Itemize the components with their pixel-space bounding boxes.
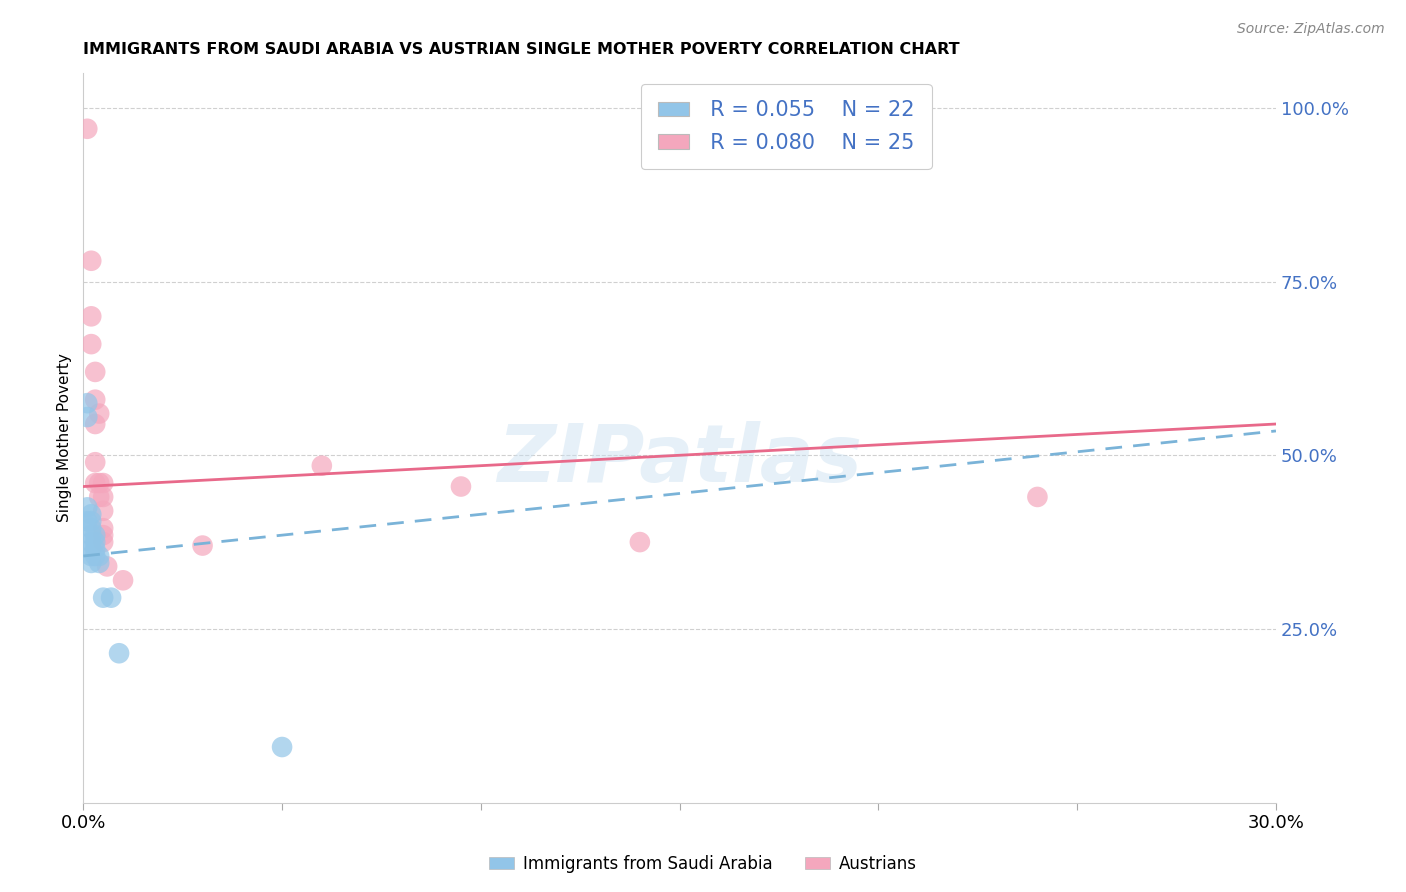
Point [191,539,214,553]
Point [91,490,114,504]
Point [100,591,122,605]
Legend: Immigrants from Saudi Arabia, Austrians: Immigrants from Saudi Arabia, Austrians [482,848,924,880]
Point [80,549,103,563]
Point [84,455,107,469]
Point [84,417,107,431]
Text: ZIPatlas: ZIPatlas [498,421,862,499]
Point [80,535,103,549]
Point [84,528,107,542]
Point [80,508,103,522]
Point [76,500,98,515]
Point [80,556,103,570]
Point [271,739,294,754]
Point [76,514,98,528]
Point [91,521,114,535]
Point [91,528,114,542]
Point [80,253,103,268]
Point [91,591,114,605]
Point [80,514,103,528]
Point [84,549,107,563]
Point [89,549,111,563]
Point [80,337,103,351]
Point [89,407,111,421]
Point [91,504,114,518]
Point [84,535,107,549]
Point [450,479,472,493]
Point [80,310,103,324]
Point [89,556,111,570]
Point [89,476,111,491]
Point [91,476,114,491]
Point [91,535,114,549]
Point [84,392,107,407]
Point [1026,490,1049,504]
Point [108,646,131,660]
Point [96,559,118,574]
Legend:   R = 0.055    N = 22,   R = 0.080    N = 25: R = 0.055 N = 22, R = 0.080 N = 25 [641,84,932,169]
Point [84,476,107,491]
Point [80,542,103,557]
Point [112,574,135,588]
Point [628,535,651,549]
Point [80,528,103,542]
Point [84,542,107,557]
Point [76,396,98,410]
Text: Source: ZipAtlas.com: Source: ZipAtlas.com [1237,22,1385,37]
Point [80,521,103,535]
Point [84,365,107,379]
Point [76,121,98,136]
Text: IMMIGRANTS FROM SAUDI ARABIA VS AUSTRIAN SINGLE MOTHER POVERTY CORRELATION CHART: IMMIGRANTS FROM SAUDI ARABIA VS AUSTRIAN… [83,42,960,57]
Point [311,458,333,473]
Point [76,410,98,425]
Y-axis label: Single Mother Poverty: Single Mother Poverty [58,353,72,523]
Point [89,490,111,504]
